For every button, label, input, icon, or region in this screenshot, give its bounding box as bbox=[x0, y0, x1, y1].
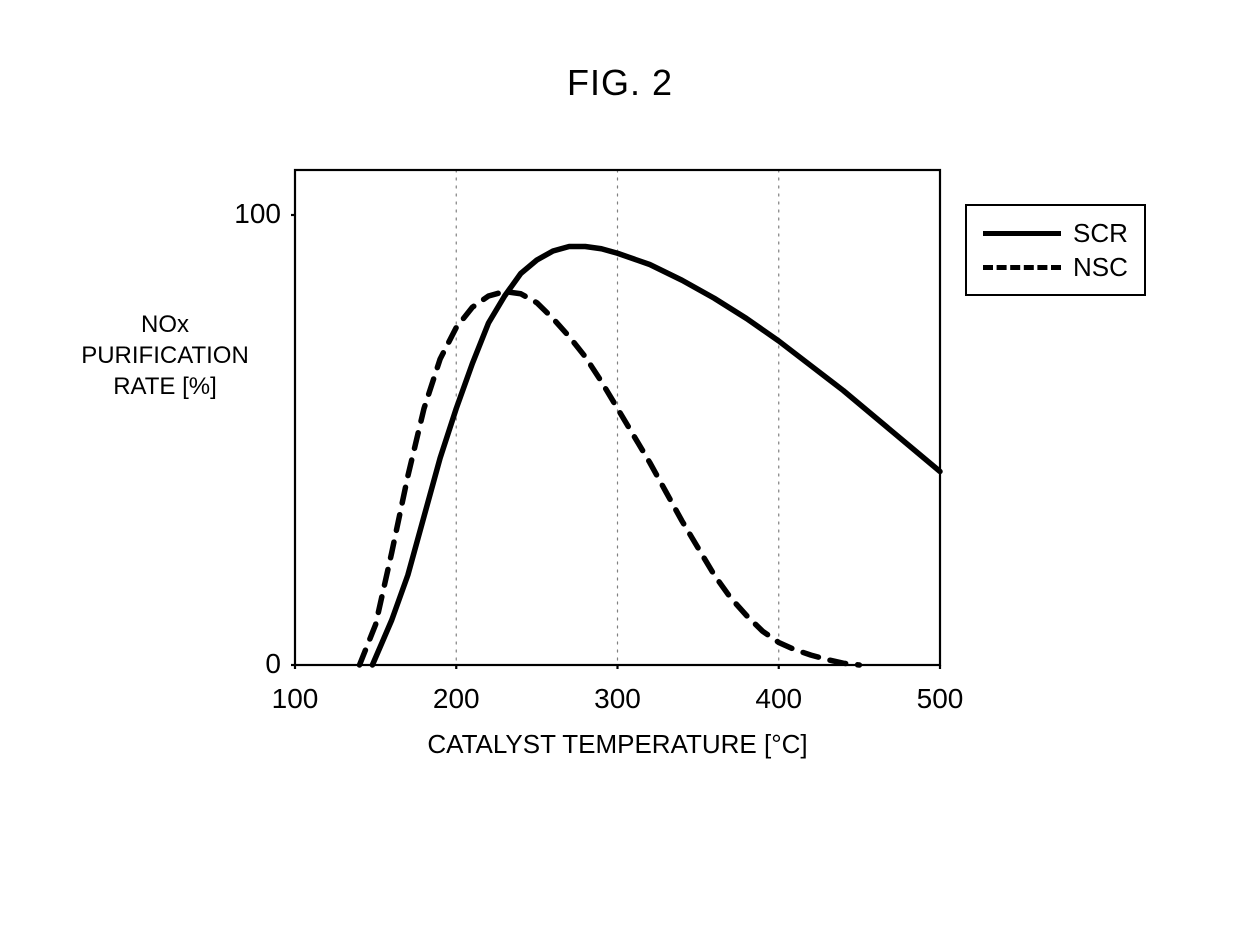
legend-item: NSC bbox=[983, 250, 1128, 284]
legend-item: SCR bbox=[983, 216, 1128, 250]
y-axis-label: NOx PURIFICATION RATE [%] bbox=[60, 309, 270, 403]
legend-swatch bbox=[983, 265, 1061, 270]
page: { "figure": { "title": "FIG. 2", "title_… bbox=[0, 0, 1240, 930]
chart-plot bbox=[291, 166, 944, 669]
figure-title: FIG. 2 bbox=[0, 62, 1240, 104]
x-tick-label: 100 bbox=[265, 683, 325, 715]
x-axis-label: CATALYST TEMPERATURE [°C] bbox=[295, 729, 940, 760]
x-tick-label: 400 bbox=[749, 683, 809, 715]
y-tick-label: 100 bbox=[234, 198, 281, 230]
chart-legend: SCRNSC bbox=[965, 204, 1146, 296]
y-tick-label: 0 bbox=[265, 648, 281, 680]
legend-label: NSC bbox=[1073, 252, 1128, 283]
x-tick-label: 300 bbox=[588, 683, 648, 715]
legend-label: SCR bbox=[1073, 218, 1128, 249]
legend-swatch bbox=[983, 231, 1061, 236]
x-tick-label: 200 bbox=[426, 683, 486, 715]
x-tick-label: 500 bbox=[910, 683, 970, 715]
